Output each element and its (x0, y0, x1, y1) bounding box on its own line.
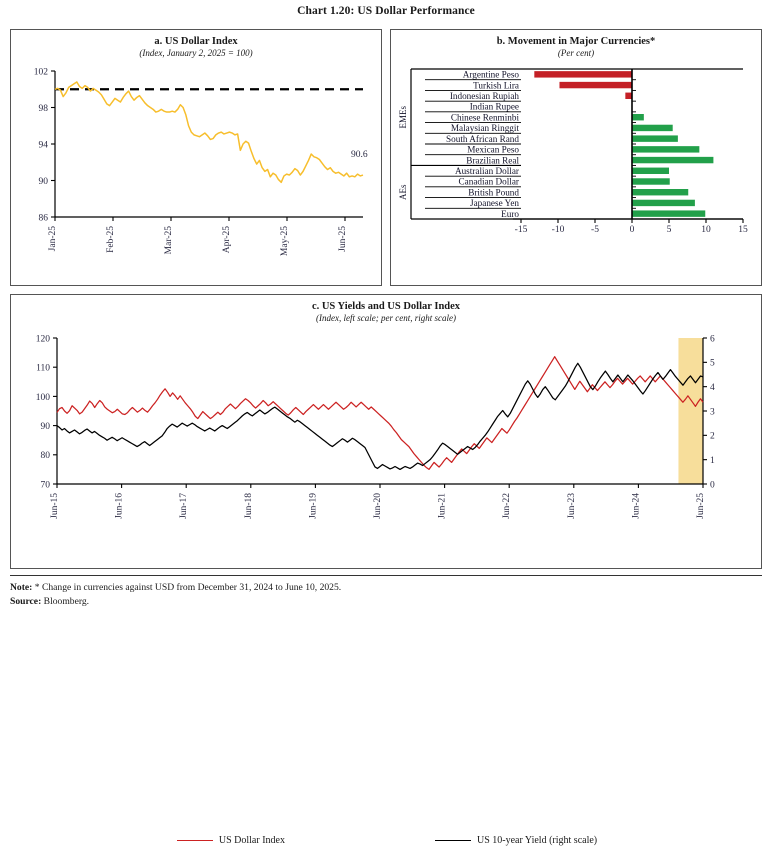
svg-text:-5: -5 (591, 225, 599, 235)
svg-text:May-25: May-25 (280, 226, 290, 256)
svg-text:1: 1 (710, 456, 715, 466)
panel-a-title: a. US Dollar Index (154, 36, 238, 47)
svg-text:British Pound: British Pound (468, 187, 519, 197)
footer-source: Source: Bloomberg. (10, 595, 762, 609)
svg-text:2: 2 (710, 432, 715, 442)
svg-text:6: 6 (710, 334, 715, 344)
footer-note: Note: * Change in currencies against USD… (10, 581, 762, 595)
page-title: Chart 1.20: US Dollar Performance (297, 5, 475, 17)
svg-text:Australian Dollar: Australian Dollar (455, 166, 519, 176)
svg-text:5: 5 (667, 225, 672, 235)
svg-text:Jun-25: Jun-25 (338, 226, 348, 252)
svg-text:90: 90 (41, 422, 51, 432)
svg-text:Argentine Peso: Argentine Peso (463, 70, 520, 80)
svg-text:Jun-25: Jun-25 (696, 493, 706, 519)
svg-text:100: 100 (36, 393, 51, 403)
svg-text:Jun-19: Jun-19 (308, 493, 318, 519)
panel-a-subtitle: (Index, January 2, 2025 = 100) (139, 48, 253, 59)
svg-text:Brazilian Real: Brazilian Real (466, 155, 519, 165)
svg-text:4: 4 (710, 383, 715, 393)
svg-text:98: 98 (39, 104, 49, 114)
svg-text:Jun-22: Jun-22 (502, 493, 512, 519)
svg-text:Indian Rupee: Indian Rupee (470, 102, 519, 112)
legend-swatch-dollar-index (176, 840, 213, 841)
svg-text:Japanese Yen: Japanese Yen (470, 198, 519, 208)
svg-text:-15: -15 (515, 225, 528, 235)
panel-currency-movement: b. Movement in Major Currencies* (Per ce… (390, 29, 762, 286)
svg-text:Jun-18: Jun-18 (244, 493, 254, 519)
svg-text:Turkish Lira: Turkish Lira (473, 80, 519, 90)
svg-text:-10: -10 (552, 225, 565, 235)
svg-text:0: 0 (710, 480, 715, 490)
svg-text:Chinese Renminbi: Chinese Renminbi (451, 112, 520, 122)
svg-text:Canadian Dollar: Canadian Dollar (459, 177, 519, 187)
panel-us-dollar-index: a. US Dollar Index (Index, January 2, 20… (10, 29, 382, 286)
svg-text:10: 10 (701, 225, 711, 235)
svg-text:0: 0 (630, 225, 635, 235)
panel-b-title: b. Movement in Major Currencies* (496, 36, 656, 47)
footer-note-label: Note: (10, 582, 33, 593)
svg-text:Euro: Euro (501, 209, 519, 219)
footer-note-text: * Change in currencies against USD from … (34, 582, 342, 593)
panel-a-plot: 86 90 94 98 102 Jan-25 Feb-25 Mar-25 Apr-25 May-2… (34, 67, 368, 256)
svg-text:70: 70 (41, 480, 51, 490)
svg-text:EMEs: EMEs (398, 105, 408, 128)
panel-c-legend: US Dollar Index US 10-year Yield (right … (11, 835, 763, 846)
panel-c-subtitle: (Index, left scale; per cent, right scal… (316, 313, 456, 324)
svg-text:Jun-21: Jun-21 (438, 493, 448, 519)
svg-text:5: 5 (710, 359, 715, 369)
svg-text:Jun-17: Jun-17 (179, 493, 189, 519)
panel-c-plot: 70 80 90 100 110 120 0 1 2 3 4 5 6 Jun-15 Jun-16 Jun-17… (36, 334, 715, 519)
legend-item-dollar-index: US Dollar Index (176, 835, 285, 846)
svg-text:Indonesian Rupiah: Indonesian Rupiah (450, 91, 520, 101)
panel-c-title: c. US Yields and US Dollar Index (311, 301, 461, 312)
svg-text:Malaysian Ringgit: Malaysian Ringgit (451, 123, 520, 133)
svg-text:Feb-25: Feb-25 (106, 226, 116, 253)
panel-us-yields-dollar-index: c. US Yields and US Dollar Index (Index,… (10, 294, 762, 846)
svg-text:90: 90 (39, 177, 49, 187)
svg-text:3: 3 (710, 407, 715, 417)
svg-text:Jun-15: Jun-15 (50, 493, 60, 519)
svg-text:Jun-23: Jun-23 (567, 493, 577, 519)
svg-text:Mar-25: Mar-25 (164, 226, 174, 255)
svg-text:Jun-24: Jun-24 (631, 493, 641, 519)
footer-source-text: Bloomberg. (43, 595, 90, 607)
svg-text:Mexican Peso: Mexican Peso (467, 145, 519, 155)
svg-text:102: 102 (34, 67, 49, 77)
svg-text:94: 94 (39, 140, 49, 150)
legend-label-dollar-index: US Dollar Index (218, 835, 285, 846)
svg-text:Apr-25: Apr-25 (222, 226, 232, 253)
svg-text:80: 80 (41, 451, 51, 461)
svg-text:120: 120 (36, 334, 51, 344)
legend-label-ten-year-yield: US 10-year Yield (right scale) (476, 835, 598, 846)
footer-source-label: Source: (10, 595, 42, 607)
svg-text:90.6: 90.6 (351, 150, 368, 160)
svg-text:South African Rand: South African Rand (446, 134, 519, 144)
svg-text:Jan-25: Jan-25 (48, 226, 58, 252)
svg-text:AEs: AEs (398, 184, 408, 200)
panel-b-subtitle: (Per cent) (557, 48, 595, 59)
svg-text:Jun-16: Jun-16 (115, 493, 125, 519)
svg-text:15: 15 (738, 225, 748, 235)
legend-item-ten-year-yield: US 10-year Yield (right scale) (434, 835, 598, 846)
legend-swatch-ten-year-yield (434, 840, 471, 841)
svg-text:110: 110 (36, 364, 50, 374)
svg-text:86: 86 (39, 213, 49, 223)
footer: Note: * Change in currencies against USD… (10, 575, 762, 609)
svg-text:Jun-20: Jun-20 (373, 493, 383, 519)
